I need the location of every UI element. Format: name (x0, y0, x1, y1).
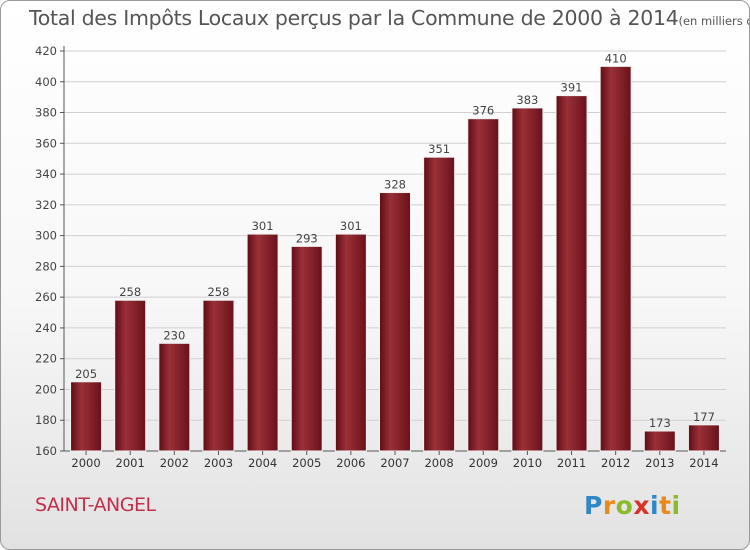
bar-2014 (687, 424, 720, 452)
data-label-2014: 177 (693, 410, 715, 424)
logo-letter: i (650, 491, 660, 520)
data-label-2001: 258 (119, 285, 141, 299)
bar-2001 (114, 299, 147, 452)
bar-2013 (643, 430, 676, 452)
ytick-label-320: 320 (35, 198, 57, 212)
xtick-label-2008: 2008 (424, 456, 453, 470)
data-label-2006: 301 (340, 219, 362, 233)
ytick-label-280: 280 (35, 259, 57, 273)
xtick-label-2002: 2002 (160, 456, 189, 470)
data-label-2011: 391 (561, 81, 583, 95)
xtick-label-2007: 2007 (380, 456, 409, 470)
ytick-label-160: 160 (35, 444, 57, 458)
data-label-2007: 328 (384, 178, 406, 192)
data-label-2013: 173 (649, 416, 671, 430)
logo-letter: i (671, 491, 681, 520)
ytick-label-260: 260 (35, 290, 57, 304)
ytick-label-420: 420 (35, 44, 57, 58)
data-label-2010: 383 (516, 93, 538, 107)
chart-title: Total des Impôts Locaux perçus par la Co… (29, 6, 749, 30)
logo-letter: P (584, 491, 603, 520)
bar-2005 (290, 245, 323, 452)
xtick-label-2014: 2014 (689, 456, 718, 470)
xtick-label-2001: 2001 (116, 456, 145, 470)
ytick-label-380: 380 (35, 106, 57, 120)
data-label-2008: 351 (428, 142, 450, 156)
chart-title-unit: (en milliers d'€) (678, 14, 749, 28)
bar-2011 (555, 95, 588, 452)
bar-2006 (334, 233, 367, 452)
ytick-label-360: 360 (35, 136, 57, 150)
xtick-label-2013: 2013 (645, 456, 674, 470)
data-label-2005: 293 (296, 231, 318, 245)
bar-2000 (70, 381, 103, 452)
xtick-label-2004: 2004 (248, 456, 277, 470)
chart-title-text: Total des Impôts Locaux perçus par la Co… (29, 6, 679, 30)
xtick-label-2000: 2000 (71, 456, 100, 470)
xtick-label-2010: 2010 (513, 456, 542, 470)
data-label-2002: 230 (163, 328, 185, 342)
data-label-2004: 301 (252, 219, 274, 233)
commune-name: SAINT-ANGEL (35, 494, 156, 516)
bar-2012 (599, 65, 632, 452)
bar-2009 (467, 118, 500, 452)
xtick-label-2009: 2009 (469, 456, 498, 470)
ytick-label-340: 340 (35, 167, 57, 181)
xtick-label-2006: 2006 (336, 456, 365, 470)
xtick-label-2005: 2005 (292, 456, 321, 470)
xtick-label-2003: 2003 (204, 456, 233, 470)
proxiti-logo: Proxiti (584, 491, 681, 520)
ytick-label-180: 180 (35, 413, 57, 427)
ytick-label-220: 220 (35, 352, 57, 366)
bar-2002 (158, 342, 191, 452)
logo-letter: r (602, 491, 616, 520)
bar-2003 (202, 299, 235, 452)
bar-2010 (511, 107, 544, 452)
ytick-label-200: 200 (35, 382, 57, 396)
logo-letter: x (633, 491, 650, 520)
data-label-2009: 376 (472, 104, 494, 118)
logo-letter: o (615, 491, 634, 520)
ytick-label-240: 240 (35, 321, 57, 335)
logo-letter: t (659, 491, 672, 520)
bar-2008 (423, 156, 456, 452)
ytick-label-400: 400 (35, 75, 57, 89)
ytick-label-300: 300 (35, 229, 57, 243)
data-label-2000: 205 (75, 367, 97, 381)
xtick-label-2011: 2011 (557, 456, 586, 470)
data-label-2012: 410 (605, 51, 627, 65)
bar-2007 (379, 192, 411, 452)
data-label-2003: 258 (207, 285, 229, 299)
xtick-label-2012: 2012 (601, 456, 630, 470)
bar-2004 (246, 233, 279, 452)
